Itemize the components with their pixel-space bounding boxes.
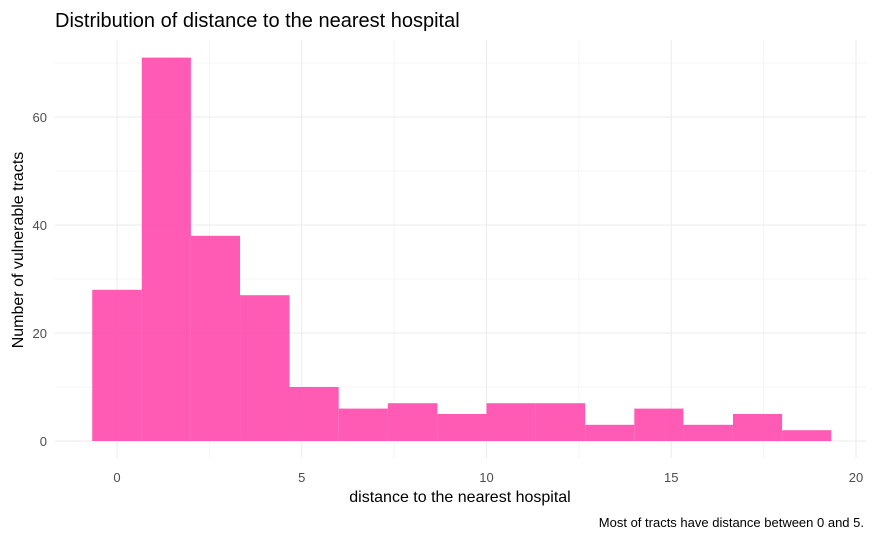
y-tick-label: 20 bbox=[33, 326, 47, 341]
histogram-bar bbox=[240, 295, 290, 441]
y-tick-label: 40 bbox=[33, 218, 47, 233]
histogram-bar bbox=[732, 414, 783, 441]
x-tick-label: 0 bbox=[113, 470, 120, 485]
histogram-bar bbox=[782, 430, 832, 441]
histogram-bar bbox=[585, 424, 635, 441]
y-axis-title: Number of vulnerable tracts bbox=[10, 152, 27, 349]
histogram-bar bbox=[634, 408, 684, 441]
histogram-bar bbox=[92, 289, 142, 441]
x-tick-label: 5 bbox=[298, 470, 305, 485]
histogram-bars bbox=[92, 57, 832, 441]
chart-caption: Most of tracts have distance between 0 a… bbox=[599, 515, 864, 530]
histogram-bar bbox=[387, 403, 438, 441]
x-tick-label: 15 bbox=[664, 470, 678, 485]
histogram-bar bbox=[486, 403, 536, 441]
y-axis-ticks: 0 20 40 60 bbox=[33, 110, 47, 449]
y-tick-label: 60 bbox=[33, 110, 47, 125]
x-axis-ticks: 0 5 10 15 20 bbox=[113, 470, 863, 485]
histogram-bar bbox=[683, 424, 733, 441]
histogram-bar bbox=[289, 387, 339, 441]
y-tick-label: 0 bbox=[40, 434, 47, 449]
chart-title: Distribution of distance to the nearest … bbox=[55, 10, 460, 32]
histogram-bar bbox=[437, 414, 487, 441]
histogram-bar bbox=[141, 57, 191, 441]
histogram-bar bbox=[190, 235, 241, 441]
x-axis-title: distance to the nearest hospital bbox=[349, 489, 570, 506]
histogram-bar bbox=[338, 408, 388, 441]
x-tick-label: 10 bbox=[479, 470, 493, 485]
histogram-bar bbox=[535, 403, 586, 441]
x-tick-label: 20 bbox=[849, 470, 863, 485]
